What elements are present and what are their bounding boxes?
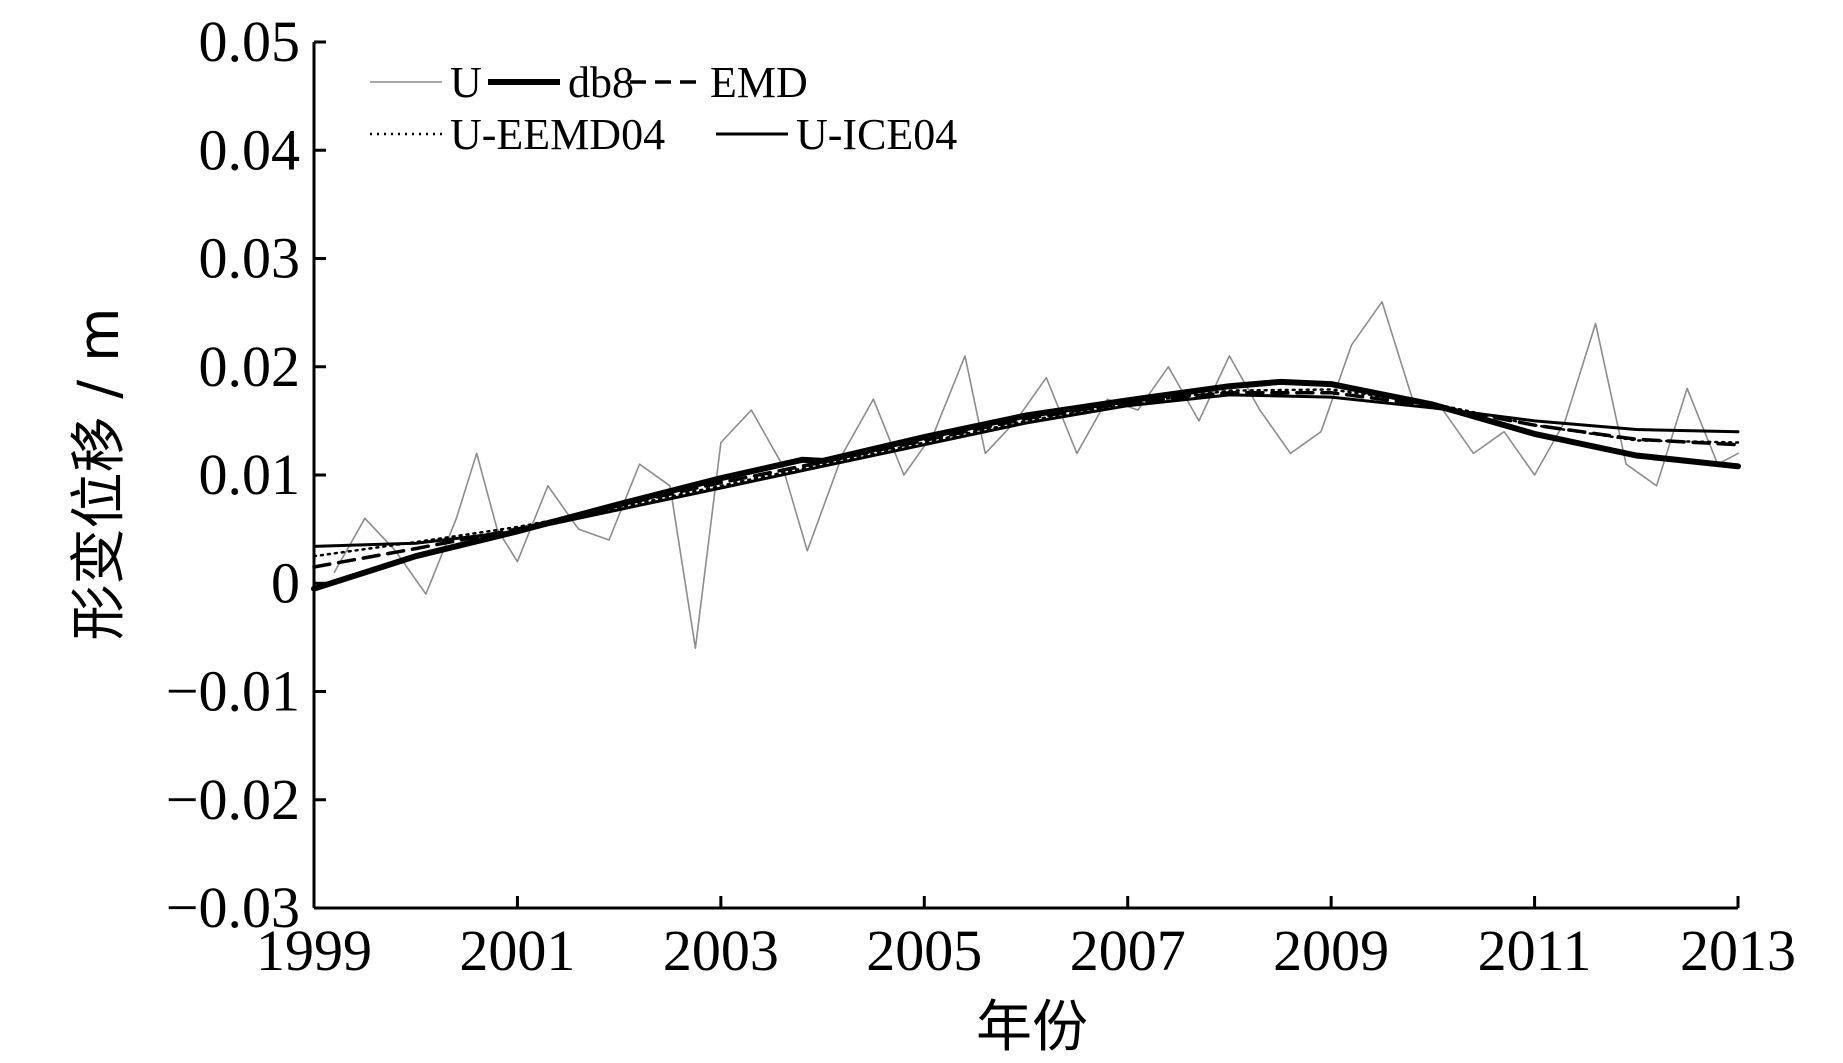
y-axis-title: 形变位移 / m (67, 307, 132, 640)
y-tick-label: 0.02 (199, 334, 301, 399)
legend-label: db8 (568, 58, 634, 107)
series-layer (311, 300, 1741, 650)
legend-label: U-ICE04 (796, 110, 957, 159)
series-line-u-ice04 (312, 393, 1740, 548)
y-tick-label: −0.02 (166, 767, 300, 832)
y-tick-label: 0.01 (199, 442, 301, 507)
x-tick-label: 2011 (1478, 918, 1592, 983)
y-tick-label: 0 (271, 550, 300, 615)
x-tick-label: 2001 (459, 918, 575, 983)
legend-label: U-EEMD04 (450, 110, 665, 159)
x-tick-label: 2009 (1273, 918, 1389, 983)
x-tick-label: 2013 (1680, 918, 1796, 983)
y-tick-label: −0.03 (166, 875, 300, 940)
x-axis-title: 年份 (976, 995, 1088, 1060)
legend-label: U (450, 58, 482, 107)
x-tick-label: 2007 (1070, 918, 1186, 983)
x-tick-label: 1999 (256, 918, 372, 983)
series-line-db8 (311, 378, 1741, 592)
x-tick-label: 2005 (866, 918, 982, 983)
axes-layer (312, 42, 1738, 910)
y-tick-label: −0.01 (166, 659, 300, 724)
ticks-layer: −0.03 −0.02 −0.01 0 0.01 0.02 0.03 0.04 0.05 1999… (166, 9, 1796, 983)
y-tick-label: 0.03 (199, 226, 301, 291)
y-tick-label: 0.05 (199, 9, 301, 74)
y-tick-label: 0.04 (199, 117, 301, 182)
series-line-u (333, 300, 1739, 650)
x-tick-label: 2003 (663, 918, 779, 983)
legend-label: EMD (710, 58, 808, 107)
